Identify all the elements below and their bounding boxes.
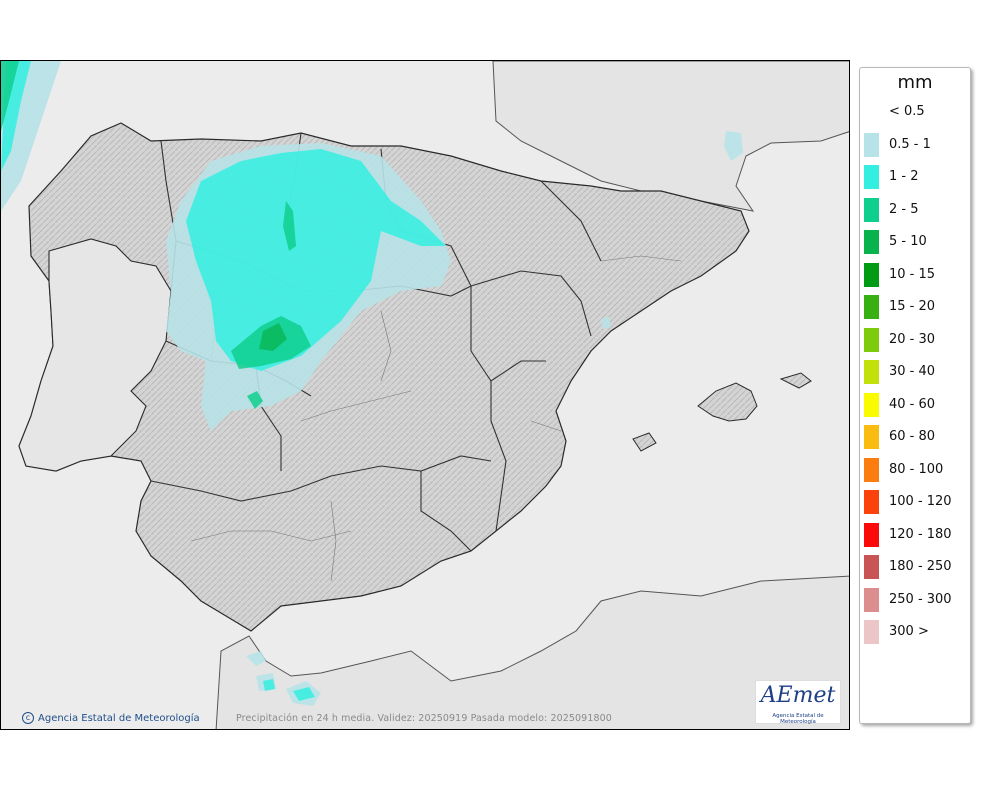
legend-item-label: 40 - 60	[889, 396, 936, 412]
legend-item-label: 60 - 80	[889, 429, 936, 444]
legend-item-label: 5 - 10	[889, 234, 927, 249]
legend-item-label: 300 >	[889, 624, 929, 639]
aemet-logo-text: AEmet	[760, 683, 836, 708]
legend-swatch	[864, 620, 879, 644]
legend-swatch	[864, 327, 879, 352]
legend-swatch	[864, 295, 879, 319]
legend-item: 10 - 15	[860, 261, 970, 287]
legend-swatch	[864, 392, 879, 417]
copyright-icon: c	[22, 712, 34, 724]
legend-item-label: 30 - 40	[889, 364, 936, 379]
legend-swatch	[864, 522, 879, 547]
legend-item-label: 0.5 - 1	[889, 136, 931, 152]
legend-item: 300 >	[860, 618, 970, 644]
legend-item-label: 100 - 120	[889, 494, 952, 509]
legend-item-label: 250 - 300	[889, 591, 952, 607]
legend-item: 2 - 5	[860, 196, 970, 222]
legend-item-label: 15 - 20	[889, 299, 936, 314]
legend-item-label: < 0.5	[889, 104, 925, 119]
france-landmass	[492, 61, 849, 212]
legend-item: < 0.5	[860, 98, 970, 120]
legend-swatch	[864, 425, 879, 449]
legend-item: 30 - 40	[860, 358, 970, 384]
legend-title: mm	[897, 72, 933, 93]
legend-swatch	[864, 555, 879, 579]
precip-1-2-band	[1, 61, 446, 701]
legend-item-label: 10 - 15	[889, 266, 936, 282]
legend-swatch	[864, 490, 879, 514]
legend-swatch	[864, 197, 879, 222]
legend-item: 0.5 - 1	[860, 131, 970, 157]
legend-item: 15 - 20	[860, 293, 970, 319]
legend-item: 250 - 300	[860, 586, 970, 612]
legend-item-label: 20 - 30	[889, 331, 936, 347]
legend-item-label: 80 - 100	[889, 461, 944, 477]
aemet-logo: AEmet Agencia Estatal de Meteorología	[755, 680, 841, 725]
legend-swatch	[864, 165, 879, 189]
legend-swatch	[864, 587, 879, 612]
legend-swatch	[864, 360, 879, 384]
aemet-logo-subtitle: Agencia Estatal de Meteorología	[772, 713, 824, 725]
agency-credit: c Agencia Estatal de Meteorología	[22, 712, 200, 724]
map-caption: Precipitación en 24 h media. Validez: 20…	[236, 713, 612, 724]
legend-item: 180 - 250	[860, 553, 970, 579]
legend-item-label: 2 - 5	[889, 201, 919, 217]
ibiza-island	[632, 432, 657, 452]
precipitation-legend: mm < 0.5 0.5 - 1 1 - 2 2 - 5 5 - 10 10 - 15 15…	[859, 67, 971, 724]
legend-item-label: 1 - 2	[889, 169, 919, 184]
portugal-landmass	[18, 238, 172, 472]
agency-credit-text: Agencia Estatal de Meteorología	[38, 712, 200, 724]
menorca-island	[779, 372, 812, 389]
legend-item: 40 - 60	[860, 391, 970, 417]
legend-item: 60 - 80	[860, 423, 970, 449]
legend-item-label: 180 - 250	[889, 559, 952, 574]
legend-swatch	[864, 132, 879, 157]
mallorca-island	[697, 382, 758, 422]
legend-swatch	[864, 262, 879, 287]
legend-item: 80 - 100	[860, 456, 970, 482]
legend-item: 20 - 30	[860, 326, 970, 352]
legend-swatch	[864, 457, 879, 482]
legend-item: 120 - 180	[860, 521, 970, 547]
legend-item: 1 - 2	[860, 163, 970, 189]
legend-item: 100 - 120	[860, 488, 970, 514]
legend-item-label: 120 - 180	[889, 526, 952, 542]
legend-swatch	[864, 230, 879, 254]
precipitation-map	[0, 60, 850, 730]
precip-5-10-band	[259, 323, 287, 351]
legend-item: 5 - 10	[860, 228, 970, 254]
